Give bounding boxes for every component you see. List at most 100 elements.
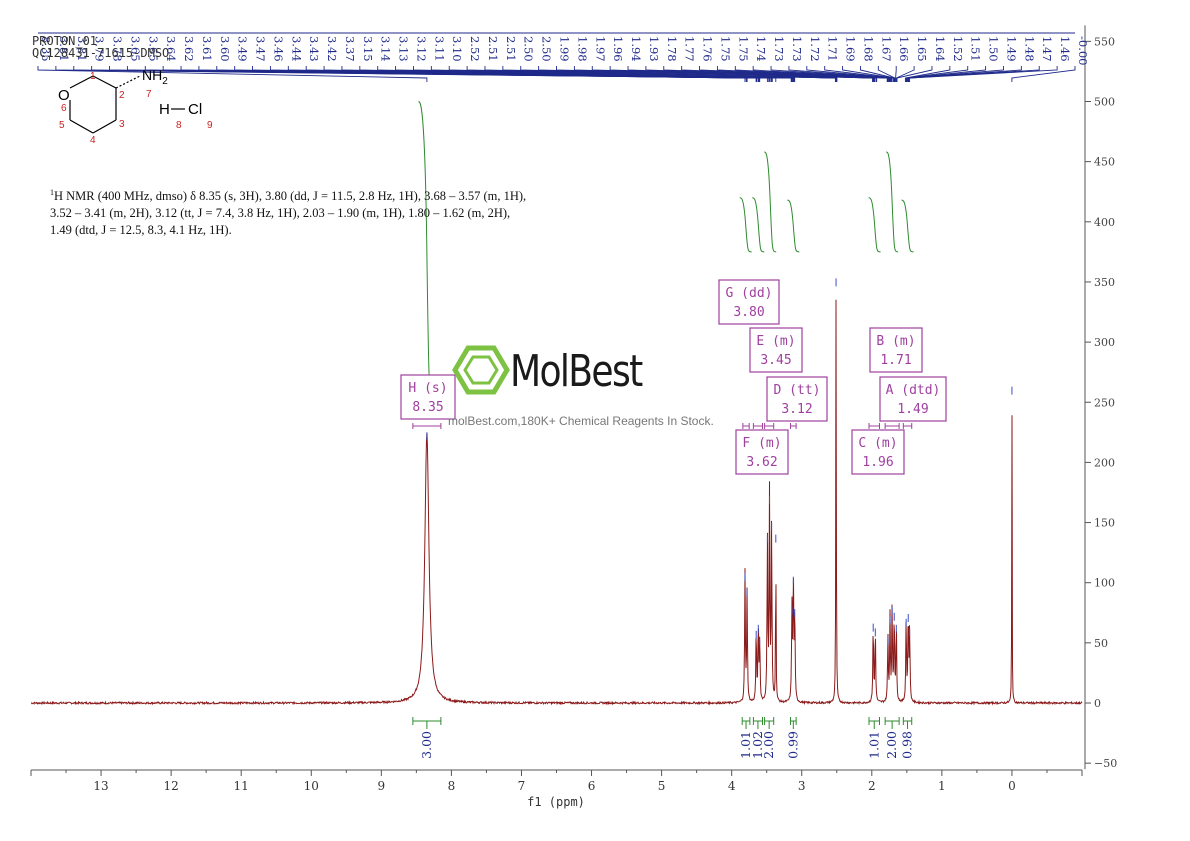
peak-label: 1.96 — [611, 36, 625, 62]
peak-label: 3.62 — [182, 36, 196, 62]
peak-label: 3.65 — [128, 36, 142, 62]
peak-label: 1.46 — [1058, 36, 1072, 62]
multiplet-label: B (m) — [876, 334, 915, 349]
spectrum-line — [30, 299, 1083, 706]
y-tick-label: −50 — [1094, 757, 1117, 770]
peak-label: 1.69 — [844, 36, 858, 62]
multiplet-box — [718, 279, 780, 325]
peak-label: 3.49 — [236, 36, 250, 62]
multiplet-shift: 1.71 — [880, 353, 911, 368]
integral-value: 3.00 — [419, 731, 434, 759]
integral-value: 0.98 — [900, 731, 915, 759]
peak-label: 1.66 — [897, 36, 911, 62]
peak-connector — [538, 66, 838, 82]
multiplet-label: E (m) — [756, 334, 795, 349]
multiplet-label: F (m) — [742, 436, 781, 451]
integral-curves — [418, 101, 914, 403]
multiplet-box — [879, 376, 947, 422]
multiplet-label: H (s) — [408, 381, 447, 396]
peak-label: 1.93 — [647, 36, 661, 62]
peak-connector — [908, 66, 1040, 82]
peak-label: 2.51 — [504, 36, 518, 62]
multiplet-box — [766, 376, 828, 422]
watermark-tagline: molBest.com,180K+ Chemical Reagents In S… — [448, 414, 714, 428]
peak-connector — [907, 66, 1004, 82]
spectrum-title: PROTON_01 — [32, 34, 98, 48]
peak-connector — [448, 66, 796, 82]
peak-connector — [788, 66, 892, 82]
integral-value: 0.99 — [785, 731, 800, 759]
integral-value: 1.01 — [866, 731, 881, 759]
x-tick-label: 13 — [93, 779, 108, 793]
peak-connector — [905, 66, 969, 82]
peak-label: 1.77 — [683, 36, 697, 62]
multiplet-shift: 3.45 — [760, 353, 791, 368]
multiplet-label: D (tt) — [774, 383, 821, 398]
peak-connector — [907, 66, 1022, 82]
peak-label: 1.99 — [558, 36, 572, 62]
peak-connector — [909, 66, 1058, 82]
multiplet-label: A (dtd) — [886, 383, 941, 398]
peak-label: 2.50 — [522, 36, 536, 62]
integral-label: 1.01 — [866, 717, 881, 759]
multiplet-shift: 8.35 — [412, 400, 443, 415]
x-axis: 13 12 11 10 9 8 7 6 5 4 3 2 1 0f1 (ppm) — [30, 769, 1083, 809]
x-tick-label: 11 — [234, 779, 249, 793]
multiplet-d: D (tt) 3.12 — [766, 376, 828, 429]
peak-label: 3.61 — [200, 36, 214, 62]
x-tick-label: 5 — [658, 779, 666, 793]
peak-label: 1.67 — [879, 36, 893, 62]
peak-connector — [896, 66, 933, 82]
peak-label: 3.81 — [57, 36, 71, 62]
peak-label: 1.76 — [701, 36, 715, 62]
integral-label: 2.00 — [884, 717, 900, 759]
integral-label: 3.00 — [412, 717, 442, 759]
oxygen-label: O — [58, 87, 70, 104]
peak-connector — [906, 66, 987, 82]
molecule-structure: O NH2 H Cl 1 2 3 4 5 6 7 8 9 — [58, 67, 213, 146]
peak-label: 2.50 — [540, 36, 554, 62]
x-tick-label: 9 — [378, 779, 386, 793]
spectrum-trace — [30, 278, 1083, 706]
y-tick-label: 350 — [1094, 276, 1115, 289]
x-tick-label: 1 — [938, 779, 946, 793]
x-tick-label: 0 — [1008, 779, 1016, 793]
y-tick-label: 50 — [1094, 637, 1108, 650]
integral-label: 0.98 — [900, 717, 915, 759]
peak-label: 3.46 — [271, 36, 285, 62]
hcl-cl-label: Cl — [188, 101, 202, 118]
atom-number-8: 8 — [176, 120, 182, 131]
peak-label: 3.64 — [164, 36, 178, 62]
x-tick-label: 10 — [304, 779, 319, 793]
integral-label: 1.01 — [738, 717, 753, 759]
multiplet-b: B (m) 1.71 — [869, 327, 923, 429]
peak-connector — [877, 66, 896, 82]
peak-label: 3.79 — [93, 36, 107, 62]
integral-curve — [886, 151, 899, 253]
y-tick-label: 250 — [1094, 396, 1115, 409]
multiplet-shift: 3.80 — [733, 305, 764, 320]
multiplet-shift: 1.96 — [862, 455, 893, 470]
peak-label: 3.78 — [111, 36, 125, 62]
peak-label: 3.81 — [75, 36, 89, 62]
integral-curve — [418, 101, 436, 403]
peak-connector — [824, 66, 893, 82]
peak-label: 1.64 — [933, 36, 947, 62]
multiplet-g: G (dd) 3.80 — [718, 279, 780, 429]
peak-label: 1.52 — [951, 36, 965, 62]
peak-label: 3.47 — [254, 36, 268, 62]
peak-connector — [895, 66, 915, 82]
peak-list: 8.35 3.81 3.81 3.79 3.78 3.65 3.65 3.64 3.62 3.61… — [37, 32, 1090, 82]
multiplet-e: E (m) 3.45 — [749, 327, 803, 429]
peak-label: 3.11 — [432, 36, 446, 62]
peak-label: 8.35 — [39, 36, 53, 62]
peak-label: 1.68 — [861, 36, 875, 62]
y-tick-label: 150 — [1094, 517, 1115, 530]
multiplet-f: F (m) 3.62 — [735, 423, 789, 475]
multiplet-shift: 3.62 — [746, 455, 777, 470]
hcl-h-label: H — [159, 101, 170, 118]
y-tick-label: 500 — [1094, 96, 1115, 109]
integral-labels: 3.00 1.011.022.00 0.99 1.01 2.00 0.98 — [412, 717, 915, 759]
peak-label: 1.75 — [718, 36, 732, 62]
